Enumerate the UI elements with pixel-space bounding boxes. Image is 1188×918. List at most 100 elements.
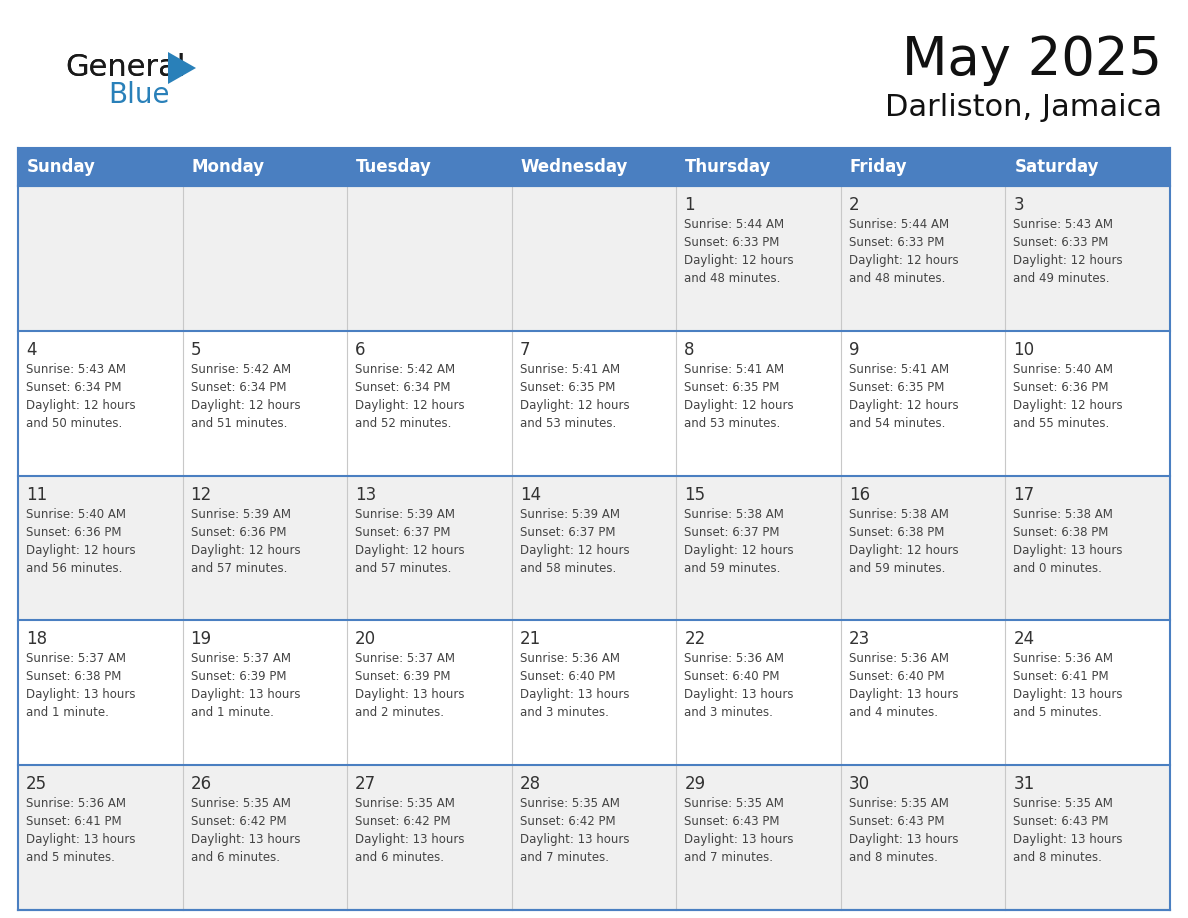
Text: Sunrise: 5:35 AM: Sunrise: 5:35 AM (355, 797, 455, 811)
Text: 4: 4 (26, 341, 37, 359)
Text: Sunrise: 5:44 AM: Sunrise: 5:44 AM (849, 218, 949, 231)
Text: 15: 15 (684, 486, 706, 504)
Bar (18, 148, 1170, 186)
Text: Sunrise: 5:43 AM: Sunrise: 5:43 AM (26, 363, 126, 375)
Text: Daylight: 13 hours: Daylight: 13 hours (1013, 543, 1123, 556)
Bar (18, 186, 1170, 330)
Text: Sunset: 6:41 PM: Sunset: 6:41 PM (1013, 670, 1110, 683)
Text: Sunrise: 5:36 AM: Sunrise: 5:36 AM (26, 797, 126, 811)
Text: and 49 minutes.: and 49 minutes. (1013, 272, 1110, 285)
Text: Daylight: 12 hours: Daylight: 12 hours (849, 254, 959, 267)
Text: Sunrise: 5:35 AM: Sunrise: 5:35 AM (849, 797, 949, 811)
Text: 16: 16 (849, 486, 870, 504)
Text: and 54 minutes.: and 54 minutes. (849, 417, 946, 430)
Text: and 4 minutes.: and 4 minutes. (849, 706, 937, 720)
Text: Sunset: 6:40 PM: Sunset: 6:40 PM (849, 670, 944, 683)
Text: Sunset: 6:34 PM: Sunset: 6:34 PM (190, 381, 286, 394)
Text: Daylight: 13 hours: Daylight: 13 hours (849, 834, 959, 846)
Text: Blue: Blue (108, 81, 170, 109)
Text: Darliston, Jamaica: Darliston, Jamaica (885, 94, 1162, 122)
Text: Sunset: 6:41 PM: Sunset: 6:41 PM (26, 815, 121, 828)
Text: 7: 7 (519, 341, 530, 359)
Text: Daylight: 12 hours: Daylight: 12 hours (519, 543, 630, 556)
Text: Sunrise: 5:37 AM: Sunrise: 5:37 AM (26, 653, 126, 666)
Text: Sunrise: 5:42 AM: Sunrise: 5:42 AM (355, 363, 455, 375)
Text: Sunset: 6:38 PM: Sunset: 6:38 PM (1013, 526, 1108, 539)
Text: Saturday: Saturday (1015, 158, 1099, 176)
Bar (18, 330, 1170, 476)
Text: Sunset: 6:38 PM: Sunset: 6:38 PM (849, 526, 944, 539)
Bar (18, 148, 183, 186)
Text: Daylight: 12 hours: Daylight: 12 hours (849, 543, 959, 556)
Text: 3: 3 (1013, 196, 1024, 214)
Text: Daylight: 13 hours: Daylight: 13 hours (1013, 834, 1123, 846)
Text: and 3 minutes.: and 3 minutes. (519, 706, 608, 720)
Text: 8: 8 (684, 341, 695, 359)
Text: 14: 14 (519, 486, 541, 504)
Text: 6: 6 (355, 341, 366, 359)
Text: Sunrise: 5:42 AM: Sunrise: 5:42 AM (190, 363, 291, 375)
Text: and 2 minutes.: and 2 minutes. (355, 706, 444, 720)
Text: 5: 5 (190, 341, 201, 359)
Text: Sunset: 6:37 PM: Sunset: 6:37 PM (519, 526, 615, 539)
Text: Sunrise: 5:39 AM: Sunrise: 5:39 AM (190, 508, 291, 521)
Text: Monday: Monday (191, 158, 265, 176)
Text: Sunset: 6:43 PM: Sunset: 6:43 PM (849, 815, 944, 828)
Text: 9: 9 (849, 341, 859, 359)
Text: Sunset: 6:39 PM: Sunset: 6:39 PM (190, 670, 286, 683)
Text: Sunrise: 5:39 AM: Sunrise: 5:39 AM (355, 508, 455, 521)
Text: Daylight: 13 hours: Daylight: 13 hours (684, 688, 794, 701)
Text: Daylight: 12 hours: Daylight: 12 hours (355, 398, 465, 412)
Text: and 0 minutes.: and 0 minutes. (1013, 562, 1102, 575)
Text: and 52 minutes.: and 52 minutes. (355, 417, 451, 430)
Text: Sunrise: 5:39 AM: Sunrise: 5:39 AM (519, 508, 620, 521)
Text: 28: 28 (519, 775, 541, 793)
Text: and 50 minutes.: and 50 minutes. (26, 417, 122, 430)
Text: Daylight: 13 hours: Daylight: 13 hours (519, 834, 630, 846)
Text: Sunset: 6:42 PM: Sunset: 6:42 PM (519, 815, 615, 828)
Text: General: General (65, 53, 185, 83)
Bar (512, 148, 676, 186)
Text: Sunset: 6:35 PM: Sunset: 6:35 PM (519, 381, 615, 394)
Text: Sunrise: 5:41 AM: Sunrise: 5:41 AM (684, 363, 784, 375)
Text: and 5 minutes.: and 5 minutes. (26, 851, 115, 864)
Text: 1: 1 (684, 196, 695, 214)
Text: 29: 29 (684, 775, 706, 793)
Text: Sunset: 6:34 PM: Sunset: 6:34 PM (26, 381, 121, 394)
Text: 17: 17 (1013, 486, 1035, 504)
Bar (1005, 148, 1170, 186)
Text: and 59 minutes.: and 59 minutes. (684, 562, 781, 575)
Text: Daylight: 12 hours: Daylight: 12 hours (26, 398, 135, 412)
Text: Daylight: 13 hours: Daylight: 13 hours (684, 834, 794, 846)
Text: 21: 21 (519, 631, 541, 648)
Text: Daylight: 12 hours: Daylight: 12 hours (684, 254, 794, 267)
Text: Sunrise: 5:40 AM: Sunrise: 5:40 AM (26, 508, 126, 521)
Text: 12: 12 (190, 486, 211, 504)
Text: Sunrise: 5:43 AM: Sunrise: 5:43 AM (1013, 218, 1113, 231)
Text: Sunrise: 5:35 AM: Sunrise: 5:35 AM (190, 797, 290, 811)
Text: Wednesday: Wednesday (520, 158, 628, 176)
Text: Sunset: 6:38 PM: Sunset: 6:38 PM (26, 670, 121, 683)
Text: and 1 minute.: and 1 minute. (26, 706, 109, 720)
Text: Daylight: 12 hours: Daylight: 12 hours (190, 398, 301, 412)
Text: Sunset: 6:42 PM: Sunset: 6:42 PM (355, 815, 450, 828)
Text: Sunrise: 5:41 AM: Sunrise: 5:41 AM (849, 363, 949, 375)
Bar (347, 148, 512, 186)
Text: Sunrise: 5:38 AM: Sunrise: 5:38 AM (1013, 508, 1113, 521)
Text: and 55 minutes.: and 55 minutes. (1013, 417, 1110, 430)
Bar (676, 148, 841, 186)
Text: Sunset: 6:36 PM: Sunset: 6:36 PM (26, 526, 121, 539)
Bar (18, 476, 1170, 621)
Text: Sunset: 6:40 PM: Sunset: 6:40 PM (519, 670, 615, 683)
Text: Sunset: 6:40 PM: Sunset: 6:40 PM (684, 670, 779, 683)
Text: Sunrise: 5:36 AM: Sunrise: 5:36 AM (684, 653, 784, 666)
Text: 22: 22 (684, 631, 706, 648)
Text: and 53 minutes.: and 53 minutes. (519, 417, 615, 430)
Text: Tuesday: Tuesday (356, 158, 432, 176)
Text: 2: 2 (849, 196, 859, 214)
Text: and 58 minutes.: and 58 minutes. (519, 562, 615, 575)
Text: Daylight: 12 hours: Daylight: 12 hours (1013, 398, 1123, 412)
Text: and 57 minutes.: and 57 minutes. (355, 562, 451, 575)
Text: Sunrise: 5:36 AM: Sunrise: 5:36 AM (1013, 653, 1113, 666)
Text: Sunrise: 5:38 AM: Sunrise: 5:38 AM (684, 508, 784, 521)
